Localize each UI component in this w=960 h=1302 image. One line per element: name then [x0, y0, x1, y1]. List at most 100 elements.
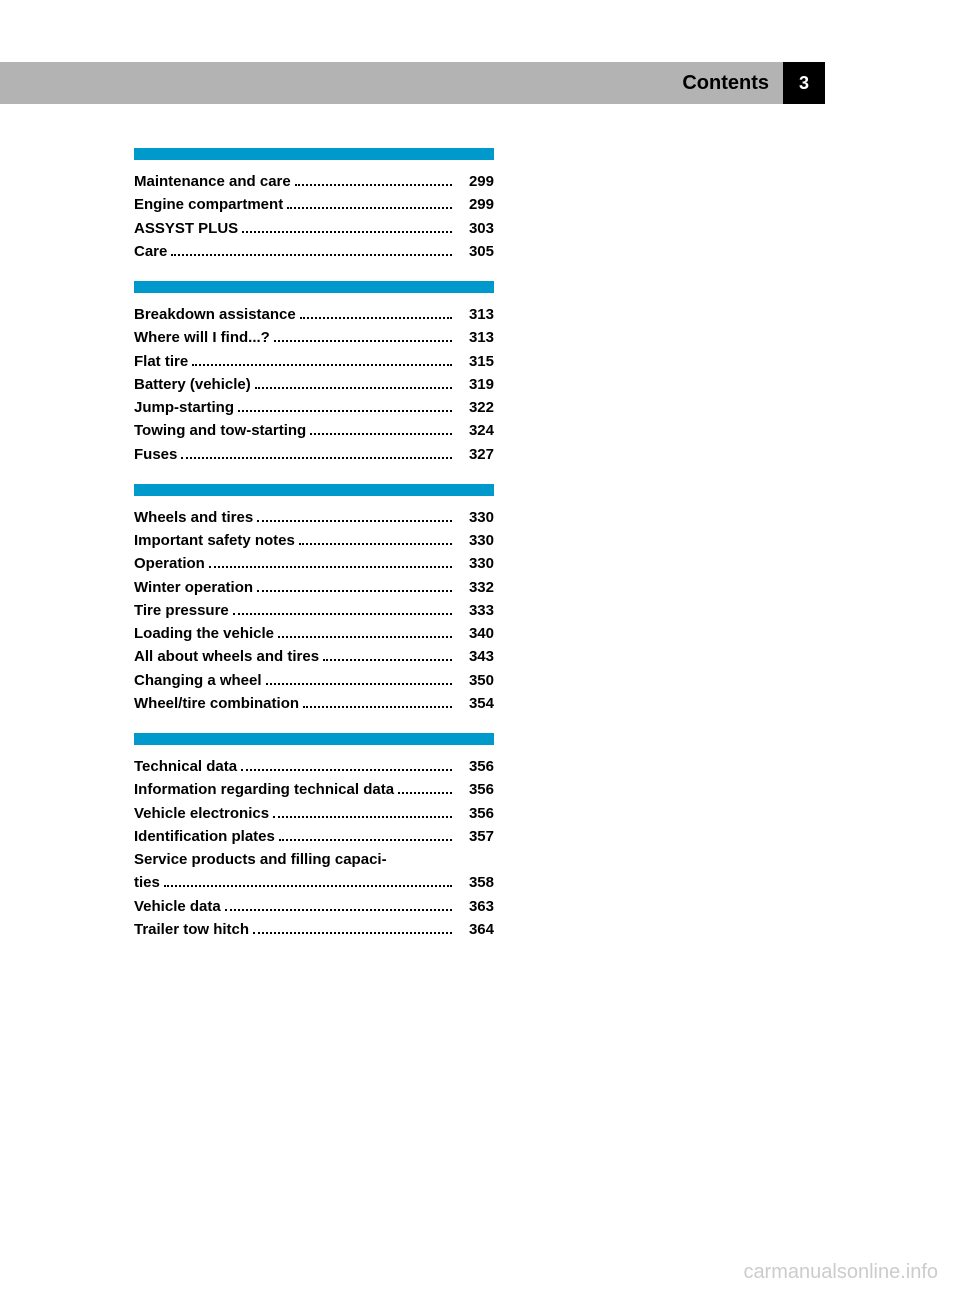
toc-page: 343	[456, 645, 494, 668]
toc-page: 356	[456, 802, 494, 825]
toc-page: 313	[456, 326, 494, 349]
toc-label: Wheels and tires	[134, 506, 253, 529]
toc-row[interactable]: Information regarding technical data 356	[134, 778, 494, 801]
toc-leader-dots	[171, 254, 452, 256]
toc-row[interactable]: Wheel/tire combination 354	[134, 692, 494, 715]
toc-leader-dots	[164, 885, 452, 887]
toc-page: 357	[456, 825, 494, 848]
toc-page: 356	[456, 778, 494, 801]
section-bar	[134, 148, 494, 160]
toc-leader-dots	[257, 590, 452, 592]
toc-leader-dots	[303, 706, 452, 708]
toc-leader-dots	[241, 769, 452, 771]
toc-row[interactable]: Care305	[134, 240, 494, 263]
toc-leader-dots	[266, 683, 452, 685]
toc-row[interactable]: Battery (vehicle) 319	[134, 373, 494, 396]
toc-label: Winter operation	[134, 576, 253, 599]
toc-leader-dots	[273, 816, 452, 818]
toc-leader-dots	[238, 410, 452, 412]
toc-label: Battery (vehicle)	[134, 373, 251, 396]
toc-label: Important safety notes	[134, 529, 295, 552]
toc-label: Maintenance and care	[134, 170, 291, 193]
toc-page: 330	[456, 552, 494, 575]
toc-row[interactable]: Changing a wheel350	[134, 669, 494, 692]
toc-page: 330	[456, 529, 494, 552]
toc-label: All about wheels and tires	[134, 645, 319, 668]
toc-page: 333	[456, 599, 494, 622]
toc-label: Technical data	[134, 755, 237, 778]
toc-row[interactable]: Winter operation 332	[134, 576, 494, 599]
toc-label: Information regarding technical data	[134, 778, 394, 801]
toc-page: 315	[456, 350, 494, 373]
toc-label: Flat tire	[134, 350, 188, 373]
toc-leader-dots	[181, 457, 452, 459]
toc-page: 354	[456, 692, 494, 715]
toc-leader-dots	[209, 566, 452, 568]
toc-page: 322	[456, 396, 494, 419]
toc-label: Trailer tow hitch	[134, 918, 249, 941]
toc-leader-dots	[253, 932, 452, 934]
toc-page: 330	[456, 506, 494, 529]
section-bar	[134, 281, 494, 293]
toc-leader-dots	[287, 207, 452, 209]
toc-leader-dots	[310, 433, 452, 435]
toc-leader-dots	[225, 909, 452, 911]
toc-label: Jump-starting	[134, 396, 234, 419]
toc-row[interactable]: Technical data 356	[134, 755, 494, 778]
toc-row[interactable]: Identification plates357	[134, 825, 494, 848]
toc-row[interactable]: All about wheels and tires 343	[134, 645, 494, 668]
toc-row[interactable]: Trailer tow hitch 364	[134, 918, 494, 941]
toc-page: 340	[456, 622, 494, 645]
toc-row[interactable]: Service products and filling capaci-	[134, 848, 494, 871]
toc-leader-dots	[323, 659, 452, 661]
toc-page: 332	[456, 576, 494, 599]
toc-leader-dots	[255, 387, 452, 389]
toc-label: Loading the vehicle	[134, 622, 274, 645]
toc-label: Changing a wheel	[134, 669, 262, 692]
toc-row[interactable]: Loading the vehicle 340	[134, 622, 494, 645]
toc-leader-dots	[398, 792, 452, 794]
toc-leader-dots	[295, 184, 452, 186]
toc-page: 358	[456, 871, 494, 894]
toc-row[interactable]: Important safety notes 330	[134, 529, 494, 552]
toc-row[interactable]: Towing and tow-starting324	[134, 419, 494, 442]
toc-page: 319	[456, 373, 494, 396]
toc-label: Towing and tow-starting	[134, 419, 306, 442]
toc-leader-dots	[278, 636, 452, 638]
section-bar	[134, 733, 494, 745]
page-number-box: 3	[783, 62, 825, 104]
toc-row[interactable]: ASSYST PLUS303	[134, 217, 494, 240]
toc-row[interactable]: Fuses327	[134, 443, 494, 466]
toc-row[interactable]: Tire pressure333	[134, 599, 494, 622]
toc-leader-dots	[242, 231, 452, 233]
toc-row[interactable]: Operation 330	[134, 552, 494, 575]
toc-page: 356	[456, 755, 494, 778]
toc-row[interactable]: Breakdown assistance 313	[134, 303, 494, 326]
page-number: 3	[799, 73, 809, 94]
toc-label: Operation	[134, 552, 205, 575]
toc-page: 313	[456, 303, 494, 326]
toc-label: Service products and filling capaci-	[134, 848, 387, 871]
toc-page: 299	[456, 193, 494, 216]
toc-leader-dots	[279, 839, 452, 841]
toc-row[interactable]: Wheels and tires 330	[134, 506, 494, 529]
section-bar	[134, 484, 494, 496]
toc-leader-dots	[192, 364, 452, 366]
toc-label: Breakdown assistance	[134, 303, 296, 326]
toc-row[interactable]: Where will I find...? 313	[134, 326, 494, 349]
toc-label: Vehicle data	[134, 895, 221, 918]
toc-leader-dots	[274, 340, 452, 342]
header-bar: Contents 3	[0, 62, 825, 104]
toc-row[interactable]: Maintenance and care 299	[134, 170, 494, 193]
watermark: carmanualsonline.info	[743, 1261, 938, 1284]
toc-page: 364	[456, 918, 494, 941]
toc-row[interactable]: Engine compartment299	[134, 193, 494, 216]
toc-row[interactable]: Vehicle electronics356	[134, 802, 494, 825]
toc-row[interactable]: Vehicle data363	[134, 895, 494, 918]
toc-row[interactable]: ties358	[134, 871, 494, 894]
toc-label: Where will I find...?	[134, 326, 270, 349]
toc-row[interactable]: Jump-starting 322	[134, 396, 494, 419]
toc-row[interactable]: Flat tire 315	[134, 350, 494, 373]
toc-page: 299	[456, 170, 494, 193]
toc-label: Wheel/tire combination	[134, 692, 299, 715]
